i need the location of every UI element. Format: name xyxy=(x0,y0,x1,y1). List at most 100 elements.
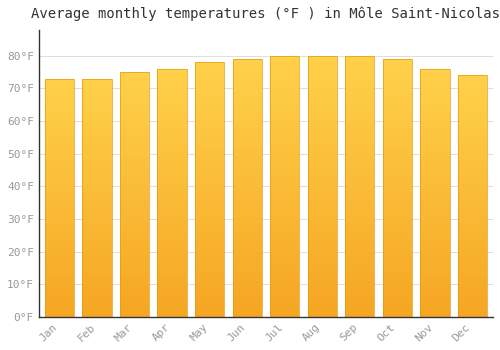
Bar xyxy=(345,229,374,232)
Bar xyxy=(232,243,262,246)
Bar xyxy=(82,189,112,192)
Bar xyxy=(420,146,450,149)
Bar xyxy=(420,165,450,168)
Bar xyxy=(308,88,337,92)
Bar xyxy=(308,278,337,281)
Bar xyxy=(82,239,112,242)
Bar xyxy=(232,298,262,301)
Bar xyxy=(195,199,224,202)
Bar xyxy=(458,130,487,133)
Bar xyxy=(270,265,300,268)
Bar xyxy=(345,65,374,69)
Bar xyxy=(458,172,487,175)
Bar xyxy=(232,246,262,249)
Bar xyxy=(158,137,186,140)
Bar xyxy=(158,174,186,177)
Bar xyxy=(308,199,337,203)
Bar xyxy=(345,235,374,238)
Bar xyxy=(270,62,300,65)
Bar xyxy=(232,226,262,230)
Bar xyxy=(82,93,112,96)
Bar xyxy=(158,289,186,292)
Bar xyxy=(120,299,149,301)
Bar xyxy=(82,123,112,126)
Bar xyxy=(120,130,149,133)
Bar xyxy=(420,295,450,298)
Bar xyxy=(45,290,74,293)
Bar xyxy=(45,156,74,159)
Bar xyxy=(308,62,337,65)
Bar xyxy=(158,134,186,137)
Bar xyxy=(382,207,412,210)
Bar xyxy=(158,115,186,118)
Bar xyxy=(458,247,487,250)
Bar xyxy=(120,191,149,194)
Bar xyxy=(270,137,300,141)
Bar xyxy=(120,188,149,191)
Bar xyxy=(420,276,450,280)
Bar xyxy=(345,102,374,105)
Bar xyxy=(232,133,262,136)
Bar xyxy=(308,268,337,271)
Bar xyxy=(120,219,149,222)
Bar xyxy=(420,243,450,245)
Bar xyxy=(308,281,337,284)
Bar xyxy=(345,291,374,294)
Bar xyxy=(420,270,450,273)
Bar xyxy=(45,135,74,138)
Bar xyxy=(420,227,450,230)
Bar xyxy=(458,127,487,130)
Bar xyxy=(232,136,262,140)
Bar xyxy=(382,252,412,256)
Bar xyxy=(458,124,487,127)
Bar xyxy=(458,193,487,196)
Bar xyxy=(420,199,450,202)
Bar xyxy=(270,56,300,59)
Bar xyxy=(458,184,487,187)
Bar xyxy=(232,217,262,220)
Bar xyxy=(308,56,337,317)
Bar xyxy=(195,259,224,263)
Bar xyxy=(382,159,412,162)
Bar xyxy=(420,267,450,270)
Bar xyxy=(458,226,487,229)
Bar xyxy=(458,208,487,211)
Bar xyxy=(195,126,224,129)
Bar xyxy=(308,186,337,189)
Bar xyxy=(82,174,112,177)
Bar xyxy=(120,206,149,210)
Bar xyxy=(232,233,262,236)
Bar xyxy=(420,292,450,295)
Bar xyxy=(270,105,300,108)
Bar xyxy=(345,180,374,183)
Bar xyxy=(232,162,262,165)
Bar xyxy=(420,131,450,134)
Bar xyxy=(458,133,487,136)
Bar xyxy=(458,112,487,114)
Bar xyxy=(82,183,112,186)
Bar xyxy=(120,274,149,277)
Bar xyxy=(195,170,224,174)
Bar xyxy=(420,301,450,304)
Bar xyxy=(308,170,337,173)
Bar xyxy=(308,59,337,62)
Bar xyxy=(382,197,412,201)
Bar xyxy=(270,278,300,281)
Bar xyxy=(82,233,112,236)
Bar xyxy=(382,104,412,107)
Bar xyxy=(420,261,450,264)
Bar xyxy=(382,217,412,220)
Bar xyxy=(382,259,412,262)
Bar xyxy=(120,106,149,109)
Bar xyxy=(345,216,374,219)
Bar xyxy=(270,111,300,114)
Bar xyxy=(458,259,487,262)
Bar xyxy=(308,255,337,258)
Bar xyxy=(232,143,262,146)
Bar xyxy=(158,75,186,78)
Bar xyxy=(158,248,186,252)
Bar xyxy=(120,243,149,246)
Bar xyxy=(82,269,112,272)
Bar xyxy=(195,161,224,164)
Bar xyxy=(345,199,374,203)
